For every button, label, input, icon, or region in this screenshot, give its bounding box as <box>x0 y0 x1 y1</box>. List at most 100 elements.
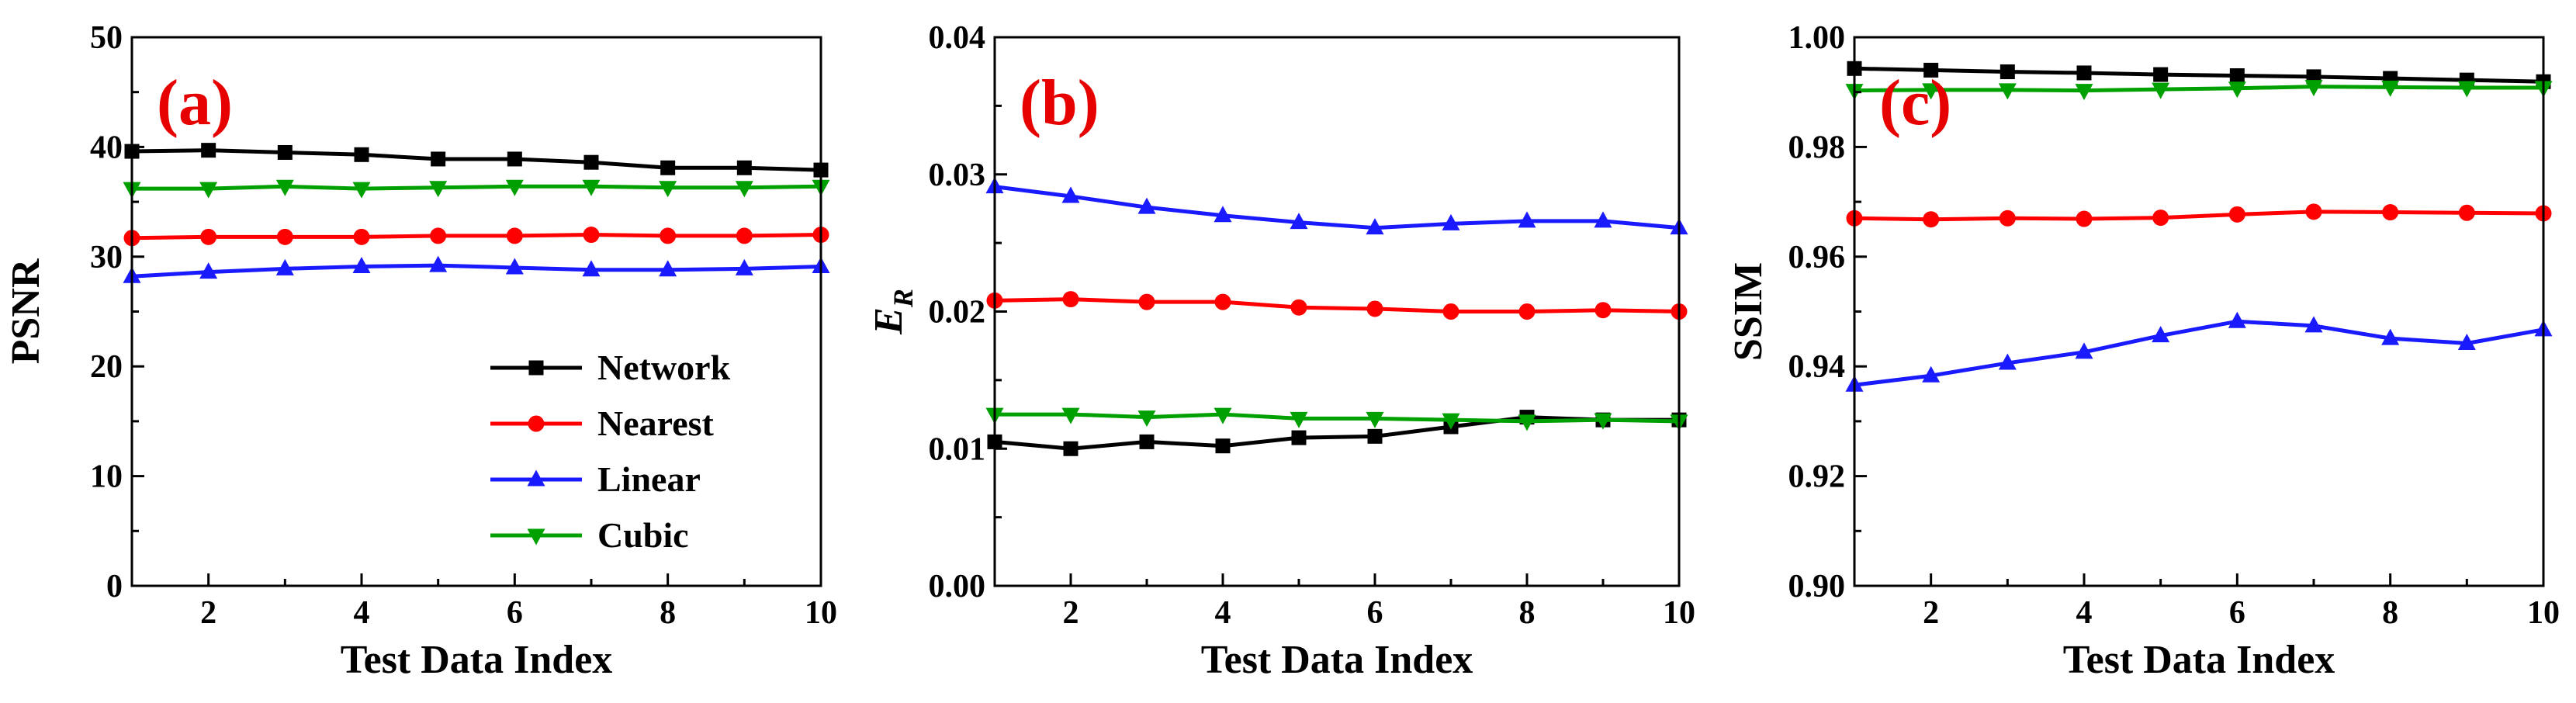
data-point-network <box>354 147 369 162</box>
x-tick-label: 4 <box>1215 595 1231 631</box>
legend-entry-nearest: Nearest <box>490 403 715 443</box>
data-point-network <box>507 151 522 167</box>
data-point-cubic <box>582 179 601 196</box>
data-point-cubic <box>735 181 753 198</box>
data-point-cubic <box>1594 413 1612 430</box>
data-point-linear <box>582 260 601 277</box>
data-point-linear <box>505 258 524 275</box>
legend-entry-network: Network <box>490 348 731 387</box>
series-nearest <box>1846 203 2552 228</box>
y-tick-label: 0.04 <box>929 20 986 56</box>
data-point-linear <box>659 260 677 277</box>
x-tick-label: 8 <box>660 595 676 631</box>
legend-marker <box>528 360 544 376</box>
series-line-cubic <box>995 412 1680 424</box>
data-point-linear <box>2075 342 2093 359</box>
series-line-network <box>994 415 1679 451</box>
data-point-cubic <box>1998 83 2017 100</box>
x-tick-label: 8 <box>1519 595 1536 631</box>
data-point-nearest <box>2228 206 2245 223</box>
data-point-network <box>736 160 752 175</box>
data-point-linear <box>1442 213 1460 230</box>
data-point-cubic <box>1518 414 1536 431</box>
series-line-cubic <box>1854 85 2543 93</box>
x-tick-label: 4 <box>354 595 370 631</box>
data-point-linear <box>1594 211 1612 228</box>
data-point-nearest <box>2305 203 2322 220</box>
data-point-nearest <box>1290 299 1307 316</box>
data-point-linear <box>275 258 294 275</box>
x-tick-label: 10 <box>2527 595 2560 631</box>
data-point-network <box>1139 434 1155 449</box>
data-point-network <box>1063 441 1079 456</box>
chart-panel-b: 0.00 0.01 0.02 0.03 0.04 2 4 6 8 10 Test Data Inde… <box>867 20 1695 682</box>
data-point-nearest <box>1594 302 1612 319</box>
series-line-network <box>1854 66 2544 84</box>
x-tick-label: 2 <box>200 595 216 631</box>
data-point-network <box>2000 64 2015 80</box>
data-point-network <box>660 160 676 175</box>
y-tick-label: 0.94 <box>1788 349 1846 385</box>
data-point-linear <box>2304 316 2323 333</box>
y-axis-title: ER <box>867 289 919 335</box>
series-linear <box>123 255 830 283</box>
x-tick-label: 6 <box>2229 595 2245 631</box>
data-point-nearest <box>1923 211 1940 228</box>
data-point-nearest <box>1366 300 1383 317</box>
data-point-cubic <box>275 179 294 196</box>
y-axis-title-main: E <box>867 307 911 335</box>
data-point-linear <box>2381 328 2400 345</box>
x-tick-label: 2 <box>1923 595 1939 631</box>
y-tick-label: 30 <box>90 240 123 275</box>
y-tick-label: 20 <box>90 349 123 385</box>
data-point-linear <box>1290 213 1308 230</box>
x-tick-label: 4 <box>2076 595 2093 631</box>
y-axis-title: SSIM <box>1726 262 1771 361</box>
y-tick-label: 0.00 <box>929 569 986 604</box>
data-point-network <box>277 144 293 160</box>
chart-panel-a: 0 10 20 30 40 50 2 4 6 8 10 Test Data Index PSNR (a) <box>4 20 837 682</box>
y-tick-label: 0.92 <box>1788 459 1846 495</box>
series-line-nearest <box>994 297 1680 313</box>
data-point-linear <box>1922 365 1941 383</box>
y-tick-label: 0.02 <box>929 295 986 331</box>
data-point-cubic <box>429 181 448 198</box>
data-point-cubic <box>352 182 371 199</box>
data-point-linear <box>1366 218 1384 235</box>
y-tick-label: 0.98 <box>1788 130 1846 165</box>
series-line-network <box>131 148 822 172</box>
data-point-network <box>2153 67 2169 82</box>
y-tick-label: 0.01 <box>929 431 986 467</box>
data-point-nearest <box>1999 210 2016 227</box>
data-point-network <box>201 143 216 158</box>
data-point-network <box>1923 62 1939 78</box>
data-point-nearest <box>353 228 370 245</box>
legend-marker <box>527 528 545 545</box>
data-point-nearest <box>2076 210 2093 227</box>
y-tick-label: 40 <box>90 130 123 165</box>
x-tick-label: 6 <box>507 595 523 631</box>
data-point-network <box>431 151 446 167</box>
x-tick-label: 10 <box>805 595 837 631</box>
data-point-cubic <box>1922 83 1941 100</box>
x-tick-label: 6 <box>1367 595 1383 631</box>
y-tick-label: 0.90 <box>1788 569 1846 604</box>
data-point-linear <box>2228 311 2246 328</box>
x-tick-label: 10 <box>1663 595 1695 631</box>
series-line-nearest <box>1854 210 2544 222</box>
data-point-linear <box>1137 197 1156 214</box>
data-point-nearest <box>736 227 753 244</box>
x-tick-label: 2 <box>1063 595 1079 631</box>
data-point-linear <box>1061 186 1080 203</box>
legend-entry-cubic: Cubic <box>490 515 689 555</box>
data-point-nearest <box>2458 204 2475 221</box>
data-point-linear <box>2152 326 2170 343</box>
data-point-network <box>1291 430 1307 445</box>
data-point-nearest <box>1214 293 1231 310</box>
series-cubic <box>123 179 830 199</box>
data-point-cubic <box>2152 82 2170 99</box>
data-point-network <box>583 154 599 170</box>
data-point-nearest <box>430 227 447 244</box>
data-point-linear <box>1214 206 1232 223</box>
